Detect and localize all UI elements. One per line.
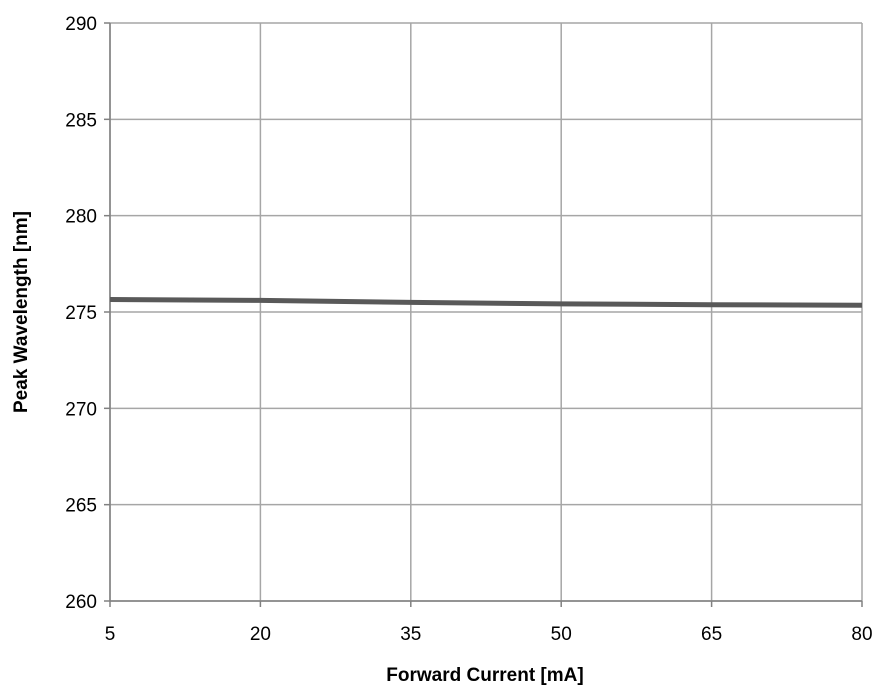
y-tick-label: 290 — [65, 14, 97, 35]
x-tick-label: 20 — [250, 624, 271, 645]
y-axis-title: Peak Wavelength [nm] — [11, 211, 32, 413]
series-lines — [109, 297, 863, 308]
y-tick-label: 270 — [65, 399, 97, 420]
y-tick-label: 280 — [65, 207, 97, 228]
y-tick-label: 265 — [65, 496, 97, 517]
y-tick-label: 285 — [65, 110, 97, 131]
x-axis-title: Forward Current [mA] — [386, 665, 583, 686]
x-tick-label: 5 — [105, 624, 116, 645]
grid-lines — [104, 22, 863, 607]
series-line — [109, 297, 863, 308]
tick-labels: 260 265 270 275 280 285 290 5 20 35 50 65 80 — [65, 14, 872, 645]
y-tick-label: 275 — [65, 303, 97, 324]
x-tick-label: 50 — [551, 624, 572, 645]
x-tick-label: 35 — [400, 624, 421, 645]
x-tick-label: 80 — [851, 624, 872, 645]
x-tick-label: 65 — [701, 624, 722, 645]
y-tick-label: 260 — [65, 592, 97, 613]
